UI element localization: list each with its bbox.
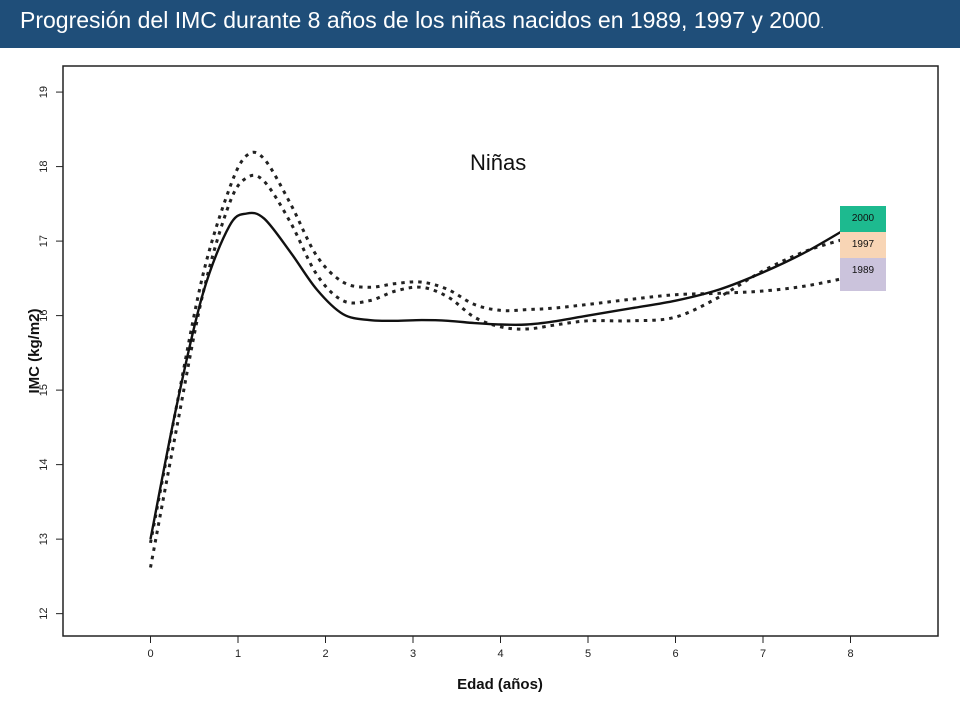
x-tick-label: 8 [847,648,853,660]
slide-title: Progresión del IMC durante 8 años de los… [20,7,821,33]
y-tick-label: 17 [38,235,50,247]
series-line-1997 [149,173,851,568]
legend-label-1997: 1997 [852,239,875,250]
y-tick-label: 19 [38,86,50,98]
x-tick-label: 0 [147,648,153,660]
x-tick-label: 1 [235,648,241,660]
series-line-1989 [149,150,851,544]
x-axis: 0 1 2 3 4 5 6 7 8 [147,636,854,660]
chart-annotation: Niñas [470,150,526,175]
legend-swatch-2000 [840,206,886,232]
y-axis: 12 13 14 15 16 17 18 19 [38,86,63,620]
legend-label-2000: 2000 [852,213,875,224]
y-tick-label: 15 [38,384,50,396]
legend: 2000 1997 1989 [840,206,886,291]
series-lines [149,150,852,568]
legend-swatch-1997 [840,232,886,258]
y-tick-label: 16 [38,309,50,321]
x-tick-label: 6 [672,648,678,660]
y-axis-title: IMC (kg/m2) [26,308,43,393]
legend-label-1989: 1989 [852,265,875,276]
x-tick-label: 5 [585,648,591,660]
series-line-2000 [149,211,852,540]
x-axis-title: Edad (años) [457,676,543,693]
x-tick-label: 7 [760,648,766,660]
title-banner: Progresión del IMC durante 8 años de los… [0,0,960,48]
x-tick-label: 2 [322,648,328,660]
y-tick-label: 13 [38,533,50,545]
x-tick-label: 3 [410,648,416,660]
y-tick-label: 18 [38,160,50,172]
y-tick-label: 12 [38,608,50,620]
x-tick-label: 4 [497,648,503,660]
slide-title-period: . [820,17,824,31]
y-tick-label: 14 [38,459,50,471]
legend-swatch-1989 [840,258,886,291]
